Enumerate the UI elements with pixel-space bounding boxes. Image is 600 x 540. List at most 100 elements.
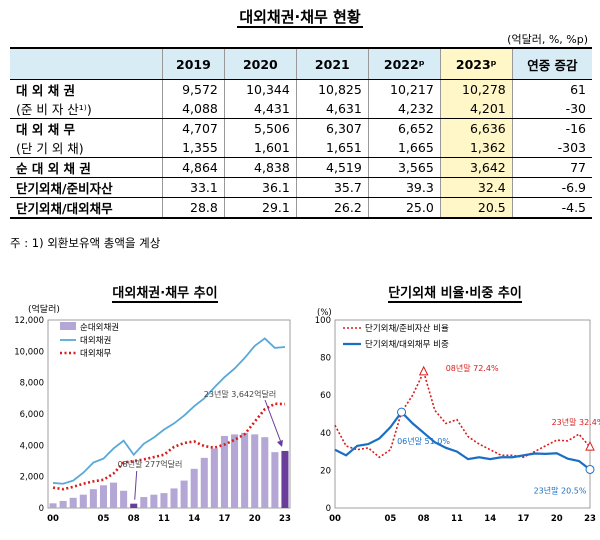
- table-cell: -4.5: [511, 197, 592, 219]
- bar: [190, 468, 198, 508]
- annotation: 23년말 3,642억달러: [204, 389, 276, 399]
- bar: [59, 500, 67, 508]
- table-header-cell: 2023ᵖ: [439, 47, 513, 80]
- table-cell: 1,665: [367, 138, 441, 158]
- row-label: 순 대 외 채 권: [10, 157, 163, 178]
- table-row: 순 대 외 채 권 4,864 4,838 4,519 3,565 3,642 77: [10, 157, 592, 178]
- chart-2-title: 단기외채 비율·비중 추이: [388, 286, 522, 303]
- table-cell: 36.1: [223, 177, 297, 198]
- bar: [210, 448, 218, 508]
- table-header-cell: 2021: [295, 47, 369, 80]
- legend-label: 단기외채/대외채무 비중: [365, 339, 449, 350]
- table-row: 단기외채/준비자산 33.1 36.1 35.7 39.3 32.4 -6.9: [10, 177, 592, 198]
- table-cell: 1,355: [162, 138, 225, 158]
- row-label: (준 비 자 산¹⁾): [10, 99, 163, 119]
- row-label: (단 기 외 채): [10, 138, 163, 158]
- marker-triangle: [585, 440, 595, 451]
- table-cell: 32.4: [439, 177, 513, 198]
- table-row: (단 기 외 채) 1,355 1,601 1,651 1,665 1,362 -303: [10, 138, 592, 158]
- footnote: 주 : 1) 외환보유액 총액을 계상: [10, 236, 161, 250]
- x-tick-label: 11: [158, 514, 170, 524]
- bar: [120, 490, 128, 508]
- legend-label: 대외채권: [80, 335, 111, 346]
- x-tick-label: 05: [98, 514, 110, 524]
- bar: [251, 434, 259, 508]
- y-axis-label: (%): [317, 308, 332, 318]
- row-label: 단기외채/준비자산: [10, 177, 163, 198]
- y-axis-label: (억달러): [28, 303, 60, 315]
- table-cell: 4,519: [295, 157, 369, 178]
- bar: [69, 497, 77, 508]
- y-tick-label: 8,000: [20, 379, 44, 389]
- table-cell: 10,278: [439, 79, 513, 99]
- bar: [281, 450, 289, 508]
- y-tick-label: 40: [320, 429, 331, 439]
- table-cell: 61: [511, 79, 592, 99]
- y-tick-label: 6,000: [20, 410, 44, 420]
- table-header-cell: 2022ᵖ: [367, 47, 441, 80]
- table-cell: -303: [511, 138, 592, 158]
- summary-table: 2019 2020 2021 2022ᵖ 2023ᵖ 연중 증감 대 외 채 권 9,572…: [10, 47, 592, 219]
- table-row: 단기외채/대외채무 28.8 29.1 26.2 25.0 20.5 -4.5: [10, 197, 592, 219]
- table-cell: -16: [511, 118, 592, 138]
- bar: [79, 494, 87, 508]
- bar: [49, 503, 57, 508]
- y-tick-label: 80: [320, 354, 331, 364]
- table-cell: 6,307: [295, 118, 369, 138]
- table-cell: -6.9: [511, 177, 592, 198]
- table-cell: 35.7: [295, 177, 369, 198]
- table-cell: -30: [511, 99, 592, 119]
- bar: [89, 489, 97, 508]
- x-tick-label: 17: [219, 514, 231, 524]
- table-cell: 4,631: [295, 99, 369, 119]
- annotation-arrow: [264, 399, 283, 446]
- bar: [220, 435, 228, 508]
- x-tick-label: 23: [584, 514, 596, 524]
- x-tick-label: 08: [418, 514, 430, 524]
- annotation: 06년말 51.0%: [397, 436, 450, 446]
- bar: [160, 493, 168, 508]
- page-title: 대외채권·채무 현황: [237, 8, 363, 28]
- bar: [110, 482, 118, 508]
- annotation: 08년말 72.4%: [446, 363, 499, 373]
- table-cell: 33.1: [162, 177, 225, 198]
- legend-label: 단기외채/준비자산 비율: [365, 323, 449, 334]
- bar: [99, 485, 107, 508]
- series-line-assets: [52, 337, 286, 485]
- x-tick-label: 20: [249, 514, 261, 524]
- table-cell: 1,362: [439, 138, 513, 158]
- table-cell: 10,217: [367, 79, 441, 99]
- table-cell: 4,864: [162, 157, 225, 178]
- bar: [241, 432, 249, 508]
- bar: [150, 494, 158, 508]
- x-tick-label: 11: [451, 514, 463, 524]
- table-header-cell: 2020: [223, 47, 297, 80]
- row-label: 대 외 채 권: [16, 83, 76, 98]
- table-cell: 1,651: [295, 138, 369, 158]
- bar: [271, 452, 279, 508]
- x-tick-label: 00: [47, 514, 59, 524]
- marker-circle: [585, 464, 595, 474]
- y-tick-label: 60: [320, 391, 331, 401]
- y-tick-label: 100: [315, 316, 331, 326]
- unit-label: (억달러, %, %p): [507, 33, 588, 46]
- y-tick-label: 0: [39, 504, 44, 514]
- table-cell: 4,431: [223, 99, 297, 119]
- x-tick-label: 20: [551, 514, 563, 524]
- table-cell: 5,506: [223, 118, 297, 138]
- y-tick-label: 20: [320, 466, 331, 476]
- table-cell: 25.0: [367, 197, 441, 219]
- table-header-cell: [10, 47, 163, 80]
- bar: [200, 457, 208, 508]
- table-cell: 20.5: [439, 197, 513, 219]
- y-tick-label: 4,000: [20, 441, 44, 451]
- table-header-cell: 2019: [162, 47, 225, 80]
- marker-circle: [397, 407, 407, 417]
- bar: [130, 503, 138, 508]
- plot-frame: [334, 319, 591, 509]
- bar: [170, 488, 178, 508]
- table-cell: 4,232: [367, 99, 441, 119]
- table-cell: 39.3: [367, 177, 441, 198]
- bar: [231, 434, 239, 508]
- annotation-arrow: [134, 470, 138, 500]
